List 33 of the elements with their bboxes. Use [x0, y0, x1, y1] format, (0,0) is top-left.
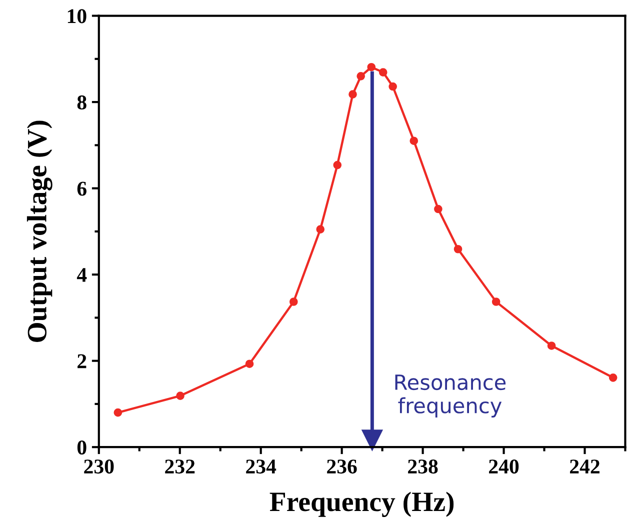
ref-line-label: Resonance frequency [395, 374, 506, 418]
y-axis-title: Output voltage (V) [26, 120, 52, 342]
point [547, 342, 556, 350]
point [454, 244, 462, 254]
y-tick-label: 6 [77, 182, 86, 196]
point [348, 90, 357, 98]
x-tick-label: 230 [84, 460, 114, 474]
point [316, 225, 325, 234]
point [410, 136, 418, 146]
y-tick-label: 2 [78, 354, 86, 368]
x-tick-label: 238 [408, 460, 438, 474]
point [388, 82, 398, 91]
y-tick-label: 4 [76, 268, 87, 282]
point [333, 160, 342, 170]
point [367, 62, 376, 72]
point [492, 298, 500, 306]
x-tick-label: 232 [165, 460, 195, 474]
x-tick-label: 236 [327, 460, 357, 474]
point [114, 408, 122, 417]
y-tick-label: 10 [68, 9, 86, 24]
x-tick-label: 240 [489, 460, 519, 474]
x-axis-title: Frequency (Hz) [270, 492, 454, 517]
x-tick-label: 234 [246, 460, 276, 474]
y-tick-label: 0 [77, 440, 86, 455]
x-tick-label: 242 [570, 460, 600, 474]
point [434, 204, 442, 214]
point [378, 68, 388, 76]
point [245, 360, 254, 368]
point [356, 72, 366, 80]
point [608, 373, 618, 382]
point [289, 298, 298, 306]
y-tick-label: 8 [77, 95, 86, 110]
point [176, 392, 184, 400]
